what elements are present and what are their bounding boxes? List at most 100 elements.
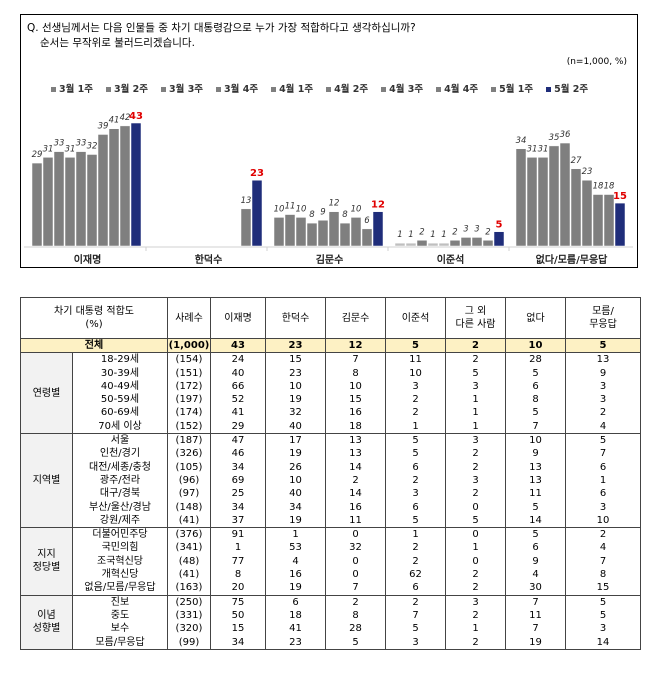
- total-value: 43: [210, 337, 266, 354]
- table-row: 60-69세 (174) 41 32 16 2 1 5 2: [21, 406, 641, 420]
- legend-item: 4월 3주: [381, 81, 423, 95]
- category-label: 이준석: [437, 253, 465, 266]
- table-row: 모름/무응답 (99) 34 23 5 3 2 19 14: [21, 635, 641, 650]
- row-value: 69: [210, 473, 266, 488]
- row-value: 6: [565, 487, 641, 501]
- row-value: 3: [385, 635, 446, 650]
- row-cases: (250): [167, 594, 211, 609]
- table-row: 연령별 18-29세 (154) 24 15 7 11 2 28 13: [20, 352, 641, 435]
- bar: [493, 231, 505, 247]
- bar: [119, 125, 131, 247]
- table-row: 이념 성향별 진보 (250) 75 6 2 2 3 7 5: [20, 594, 641, 650]
- table-row: 개혁신당 (41) 8 16 0 62 2 4 8: [21, 568, 641, 582]
- row-value: 2: [325, 594, 386, 609]
- bar: [75, 151, 87, 247]
- row-label: 개혁신당: [72, 568, 168, 582]
- row-value: 16: [325, 500, 386, 514]
- row-value: 0: [445, 527, 506, 542]
- data-label: 27: [571, 156, 582, 166]
- row-value: 2: [445, 487, 506, 501]
- row-value: 5: [385, 433, 446, 448]
- legend-swatch: [161, 87, 167, 92]
- row-value: 3: [385, 379, 446, 394]
- table-row: 광주/전라 (96) 69 10 2 2 3 13 1: [21, 473, 641, 488]
- row-value: 14: [325, 487, 386, 501]
- row-value: 2: [385, 393, 446, 407]
- table-row: 대전/세종/충청 (105) 34 26 14 6 2 13 6: [21, 460, 641, 474]
- group-label: 이념 성향별: [20, 594, 73, 650]
- row-value: 2: [445, 460, 506, 474]
- legend: 3월 1주 3월 2주 3월 3주 3월 4주 4월 1주 4월 2주 4월 3주 4월 4주…: [51, 81, 588, 95]
- data-label: 1: [397, 230, 402, 240]
- row-value: 0: [325, 554, 386, 569]
- row-value: 6: [505, 379, 566, 394]
- total-value: 23: [265, 337, 326, 354]
- row-value: 11: [505, 487, 566, 501]
- header-col: 모름/무응답: [565, 297, 641, 339]
- data-label: 23: [582, 167, 593, 177]
- row-value: 2: [565, 527, 641, 542]
- row-value: 9: [505, 447, 566, 461]
- sample-unit: (n=1,000, %): [566, 57, 627, 67]
- bar: [361, 228, 373, 247]
- legend-item: 4월 2주: [326, 81, 368, 95]
- question: Q. 선생님께서는 다음 인물들 중 차기 대통령감으로 누가 가장 적합하다고…: [27, 21, 416, 51]
- category-label: 없다/모름/무응답: [536, 253, 609, 266]
- table-row: 조국혁신당 (48) 77 4 0 2 0 9 7: [21, 554, 641, 569]
- row-cases: (326): [167, 447, 211, 461]
- category-label: 한덕수: [195, 253, 223, 266]
- row-value: 5: [385, 513, 446, 529]
- data-label: 43: [129, 111, 143, 122]
- data-label: 12: [329, 199, 340, 209]
- row-value: 75: [210, 594, 266, 609]
- row-value: 2: [325, 473, 386, 488]
- data-label: 39: [98, 121, 109, 131]
- row-value: 2: [445, 352, 506, 367]
- row-value: 13: [325, 447, 386, 461]
- data-label: 8: [342, 210, 348, 220]
- row-value: 2: [385, 554, 446, 569]
- table-row: 대구/경북 (97) 25 40 14 3 2 11 6: [21, 487, 641, 501]
- row-value: 18: [265, 608, 326, 623]
- row-cases: (152): [167, 419, 211, 435]
- table-row: 70세 이상 (152) 29 40 18 1 1 7 4: [21, 419, 641, 435]
- row-value: 5: [505, 527, 566, 542]
- row-value: 20: [210, 581, 266, 596]
- legend-label: 3월 1주: [59, 84, 94, 95]
- row-value: 2: [445, 608, 506, 623]
- row-value: 47: [210, 433, 266, 448]
- data-label: 31: [538, 144, 549, 154]
- row-cases: (151): [167, 366, 211, 380]
- row-value: 10: [325, 379, 386, 394]
- data-label: 18: [604, 182, 615, 192]
- row-value: 7: [505, 622, 566, 636]
- bar: [284, 214, 296, 247]
- data-label: 41: [109, 116, 120, 126]
- row-value: 5: [385, 622, 446, 636]
- row-value: 10: [565, 513, 641, 529]
- row-cases: (105): [167, 460, 211, 474]
- row-label: 60-69세: [72, 406, 168, 420]
- bar: [526, 157, 538, 247]
- data-label: 8: [309, 210, 315, 220]
- bar: [251, 179, 263, 247]
- row-value: 3: [565, 393, 641, 407]
- row-value: 34: [210, 635, 266, 650]
- data-label: 23: [250, 168, 264, 179]
- row-cases: (163): [167, 581, 211, 596]
- table-row: 지역별 서울 (187) 47 17 13 5 3 10 5: [20, 433, 641, 529]
- row-value: 2: [385, 473, 446, 488]
- question-line1: Q. 선생님께서는 다음 인물들 중 차기 대통령감으로 누가 가장 적합하다고…: [27, 22, 416, 34]
- legend-label: 3월 4주: [224, 84, 259, 95]
- total-value: 5: [565, 337, 641, 354]
- bar: [295, 217, 307, 247]
- row-value: 50: [210, 608, 266, 623]
- row-value: 2: [385, 541, 446, 555]
- row-value: 40: [265, 487, 326, 501]
- row-value: 7: [565, 447, 641, 461]
- row-value: 0: [445, 554, 506, 569]
- row-value: 23: [265, 635, 326, 650]
- bar: [471, 237, 483, 247]
- bar: [592, 194, 604, 247]
- bar: [86, 154, 98, 247]
